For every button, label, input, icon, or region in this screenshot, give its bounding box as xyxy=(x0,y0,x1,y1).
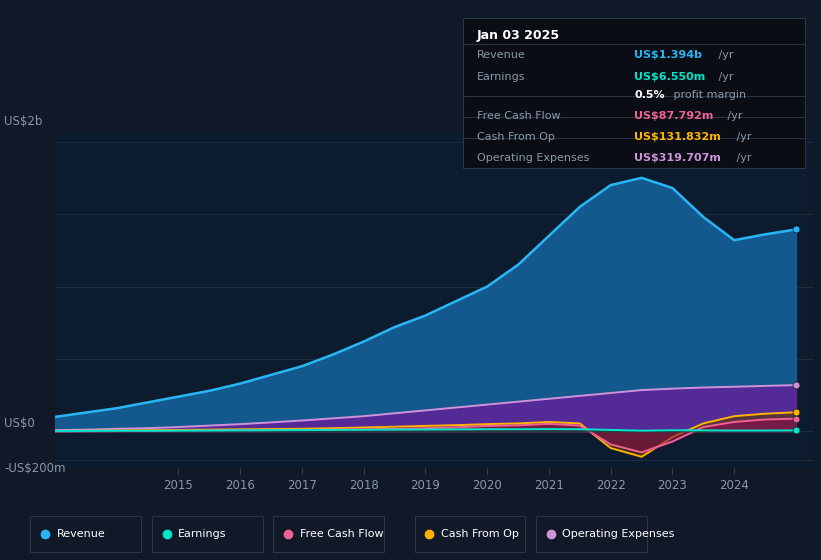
Text: US$87.792m: US$87.792m xyxy=(634,111,713,121)
Text: /yr: /yr xyxy=(715,72,734,82)
Text: US$2b: US$2b xyxy=(4,115,43,128)
Text: Cash From Op: Cash From Op xyxy=(441,529,519,539)
Text: Jan 03 2025: Jan 03 2025 xyxy=(477,29,560,41)
Text: 0.5%: 0.5% xyxy=(634,90,665,100)
Text: /yr: /yr xyxy=(733,153,752,163)
Text: profit margin: profit margin xyxy=(670,90,746,100)
Text: -US$200m: -US$200m xyxy=(4,462,66,475)
Text: Cash From Op: Cash From Op xyxy=(477,132,554,142)
Text: US$6.550m: US$6.550m xyxy=(634,72,705,82)
Text: /yr: /yr xyxy=(715,49,734,59)
Text: US$319.707m: US$319.707m xyxy=(634,153,721,163)
Text: Operating Expenses: Operating Expenses xyxy=(562,529,675,539)
Text: Revenue: Revenue xyxy=(57,529,105,539)
Text: Free Cash Flow: Free Cash Flow xyxy=(477,111,560,121)
Text: US$0: US$0 xyxy=(4,417,34,430)
Text: Earnings: Earnings xyxy=(477,72,525,82)
Text: US$1.394b: US$1.394b xyxy=(634,49,702,59)
Text: Revenue: Revenue xyxy=(477,49,525,59)
Text: /yr: /yr xyxy=(733,132,752,142)
Text: US$131.832m: US$131.832m xyxy=(634,132,721,142)
Text: Earnings: Earnings xyxy=(178,529,227,539)
Text: /yr: /yr xyxy=(724,111,743,121)
Text: Free Cash Flow: Free Cash Flow xyxy=(300,529,383,539)
Text: Operating Expenses: Operating Expenses xyxy=(477,153,589,163)
